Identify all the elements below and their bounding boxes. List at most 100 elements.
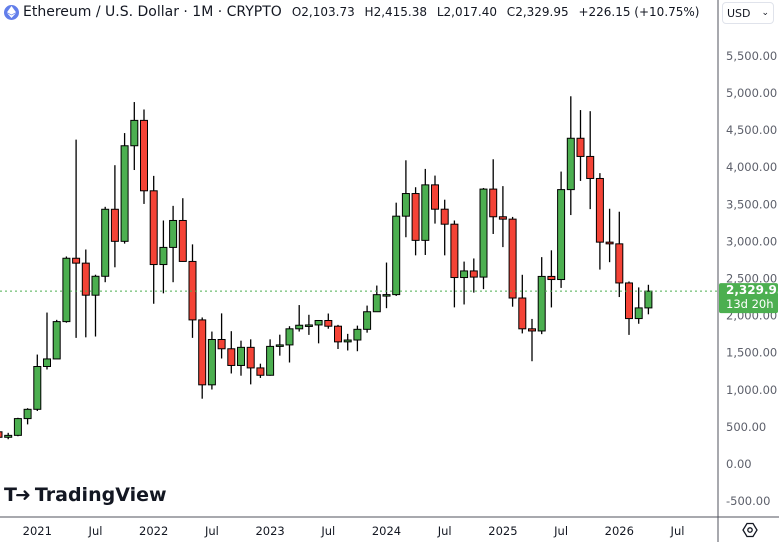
candle bbox=[576, 110, 585, 181]
candle bbox=[217, 313, 226, 359]
candle-body bbox=[110, 208, 119, 242]
candle-body bbox=[489, 188, 498, 218]
candle bbox=[0, 431, 3, 438]
currency-button[interactable]: USD ⌄ bbox=[722, 2, 774, 24]
candle-body bbox=[101, 208, 110, 277]
candle bbox=[353, 325, 362, 352]
candle bbox=[508, 216, 517, 307]
candle-body bbox=[537, 275, 546, 332]
price-tick-label: 500.00 bbox=[726, 420, 766, 434]
candle bbox=[52, 319, 61, 360]
open-key: O bbox=[291, 5, 302, 19]
candle bbox=[120, 133, 129, 244]
candle bbox=[411, 187, 420, 256]
price-tick-label: 2,500.00 bbox=[726, 272, 777, 286]
candle bbox=[140, 109, 148, 204]
last-price-label: 2,329.95 13d 20h bbox=[719, 283, 779, 314]
candle-body bbox=[81, 262, 90, 296]
candle bbox=[43, 312, 51, 370]
candle bbox=[266, 339, 275, 376]
time-tick-label: 2021 bbox=[23, 524, 52, 538]
time-tick-label: 2025 bbox=[488, 524, 517, 538]
candle-body bbox=[120, 145, 129, 242]
candle-body bbox=[52, 321, 61, 360]
candle bbox=[392, 202, 401, 296]
candle-body bbox=[23, 408, 32, 420]
candle-body bbox=[508, 218, 517, 299]
candle bbox=[431, 175, 439, 224]
candle-body bbox=[207, 338, 216, 386]
candle-body bbox=[421, 184, 430, 241]
candle bbox=[498, 186, 507, 248]
candle-body bbox=[595, 177, 604, 243]
price-axis[interactable]: 5,500.00 5,000.00 4,500.00 4,000.00 3,500.00… bbox=[726, 49, 777, 508]
price-tick-label: 5,500.00 bbox=[726, 49, 777, 63]
candle bbox=[518, 274, 527, 334]
candle-body bbox=[0, 431, 3, 438]
candle-body bbox=[566, 137, 575, 191]
candle bbox=[91, 274, 100, 337]
symbol-title[interactable]: Ethereum / U.S. Dollar · 1M · CRYPTO bbox=[23, 4, 282, 20]
candle bbox=[625, 281, 633, 335]
settings-icon[interactable] bbox=[741, 521, 759, 539]
candle bbox=[304, 314, 313, 335]
candle-body bbox=[62, 257, 71, 323]
candle-body bbox=[169, 219, 178, 248]
candle-body bbox=[324, 319, 333, 327]
candle-body bbox=[382, 294, 391, 297]
tradingview-logo-icon: T➜ bbox=[4, 484, 31, 506]
candle bbox=[489, 159, 498, 234]
ethereum-icon bbox=[4, 4, 19, 20]
candle bbox=[101, 206, 110, 283]
candle-body bbox=[615, 243, 624, 284]
candle bbox=[178, 198, 187, 262]
candle bbox=[634, 287, 643, 324]
candle bbox=[4, 432, 13, 440]
candle-body bbox=[401, 193, 410, 217]
candle-body bbox=[431, 184, 439, 210]
candle-body bbox=[334, 325, 342, 343]
price-tick-label: 0.00 bbox=[726, 457, 752, 471]
candle bbox=[557, 171, 566, 288]
candle bbox=[528, 318, 536, 362]
candle bbox=[334, 324, 342, 349]
symbol-legend: Ethereum / U.S. Dollar · 1M · CRYPTO O2,… bbox=[4, 3, 706, 21]
candle-body bbox=[547, 275, 556, 281]
time-tick-label: Jul bbox=[670, 524, 685, 538]
time-tick-label: Jul bbox=[88, 524, 103, 538]
candle bbox=[450, 220, 459, 308]
candle-countdown: 13d 20h bbox=[726, 297, 774, 311]
candle-body bbox=[43, 358, 51, 368]
candle bbox=[401, 160, 410, 238]
time-tick-label: 2023 bbox=[255, 524, 284, 538]
chevron-down-icon: ⌄ bbox=[761, 8, 769, 18]
time-tick-label: Jul bbox=[204, 524, 219, 538]
tradingview-logo[interactable]: T➜ TradingView bbox=[4, 484, 167, 506]
candle-body bbox=[460, 270, 469, 279]
logo-text: TradingView bbox=[34, 484, 167, 506]
open-value: 2,103.73 bbox=[301, 5, 355, 19]
candle bbox=[469, 258, 478, 293]
price-tick-label: 1,500.00 bbox=[726, 346, 777, 360]
candle-body bbox=[576, 137, 585, 157]
candle-body bbox=[363, 311, 372, 330]
time-axis[interactable]: 2021 Jul 2022 Jul 2023 Jul 2024 Jul 2025 Jul 2026 J… bbox=[23, 524, 685, 538]
candle bbox=[421, 168, 430, 255]
last-price-value: 2,329.95 bbox=[726, 283, 779, 297]
candle-body bbox=[605, 241, 614, 245]
candle bbox=[363, 305, 372, 333]
candle-body bbox=[227, 348, 236, 366]
candles bbox=[0, 96, 653, 440]
candle bbox=[130, 102, 139, 171]
candle-body bbox=[33, 366, 42, 410]
candle bbox=[586, 111, 595, 210]
price-tick-label: 5,000.00 bbox=[726, 86, 777, 100]
candle bbox=[81, 249, 90, 338]
candle bbox=[440, 199, 449, 256]
candle-body bbox=[586, 155, 595, 179]
candle bbox=[159, 220, 168, 294]
close-value: 2,329.95 bbox=[515, 5, 569, 19]
candle bbox=[285, 326, 294, 363]
candle bbox=[227, 331, 236, 374]
